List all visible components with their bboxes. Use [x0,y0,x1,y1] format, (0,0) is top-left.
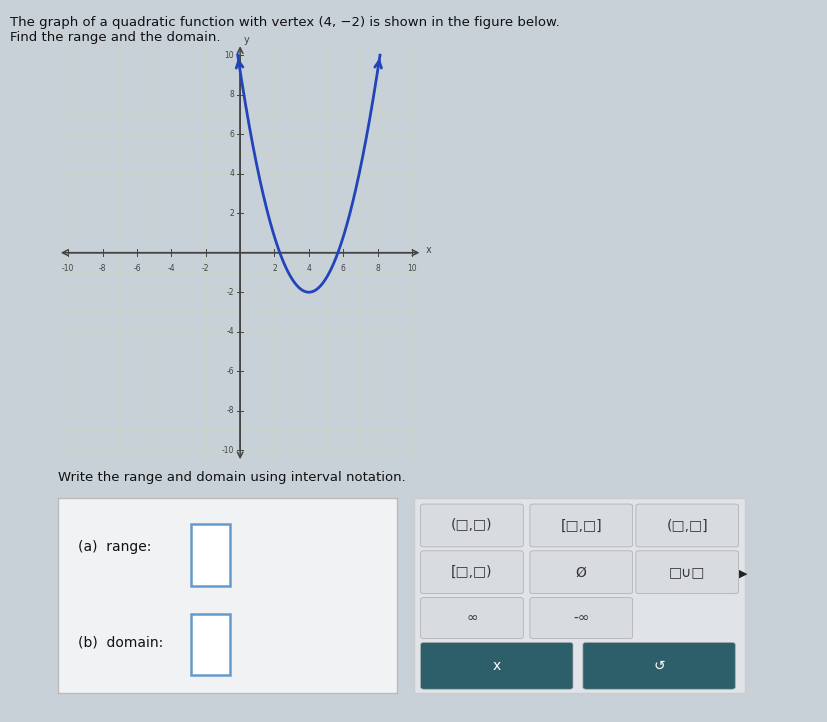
Text: Ø: Ø [575,565,586,579]
Text: -2: -2 [227,287,234,297]
Text: -8: -8 [227,406,234,415]
Text: (□,□]: (□,□] [666,518,707,532]
Text: (a)  range:: (a) range: [79,540,151,554]
FancyBboxPatch shape [529,504,632,547]
Text: -10: -10 [62,264,74,273]
Text: ▶: ▶ [738,568,746,578]
Text: □∪□: □∪□ [668,565,705,579]
Text: 6: 6 [229,130,234,139]
Text: -4: -4 [167,264,175,273]
FancyBboxPatch shape [529,551,632,593]
Text: 8: 8 [375,264,380,273]
Text: Write the range and domain using interval notation.: Write the range and domain using interva… [58,471,405,484]
Text: (b)  domain:: (b) domain: [79,635,164,649]
FancyBboxPatch shape [582,643,734,690]
FancyBboxPatch shape [635,504,738,547]
Text: (□,□): (□,□) [451,518,492,532]
Text: -8: -8 [98,264,106,273]
Text: -4: -4 [227,327,234,336]
Text: x: x [492,659,500,673]
Text: x: x [425,245,431,255]
FancyBboxPatch shape [420,551,523,593]
Text: 6: 6 [341,264,345,273]
Text: 4: 4 [306,264,311,273]
Text: 10: 10 [407,264,416,273]
FancyBboxPatch shape [420,643,572,690]
Text: -6: -6 [227,367,234,375]
Text: -6: -6 [133,264,141,273]
Text: The graph of a quadratic function with vertex (4, −2) is shown in the figure bel: The graph of a quadratic function with v… [10,16,559,29]
Text: [□,□): [□,□) [451,565,492,579]
Text: 2: 2 [229,209,234,218]
Text: [□,□]: [□,□] [560,518,601,532]
FancyBboxPatch shape [420,598,523,638]
Text: ↺: ↺ [653,659,664,673]
Text: Find the range and the domain.: Find the range and the domain. [10,31,220,44]
Text: 4: 4 [229,169,234,178]
Text: -2: -2 [202,264,209,273]
FancyBboxPatch shape [635,551,738,593]
Text: 2: 2 [272,264,276,273]
FancyBboxPatch shape [191,614,230,675]
FancyBboxPatch shape [529,598,632,638]
FancyBboxPatch shape [420,504,523,547]
Text: 8: 8 [229,90,234,99]
Text: ∞: ∞ [466,611,477,625]
Text: 10: 10 [224,51,234,60]
FancyBboxPatch shape [191,524,230,586]
Text: y: y [243,35,249,45]
Text: -∞: -∞ [572,611,589,625]
Text: -10: -10 [222,445,234,455]
